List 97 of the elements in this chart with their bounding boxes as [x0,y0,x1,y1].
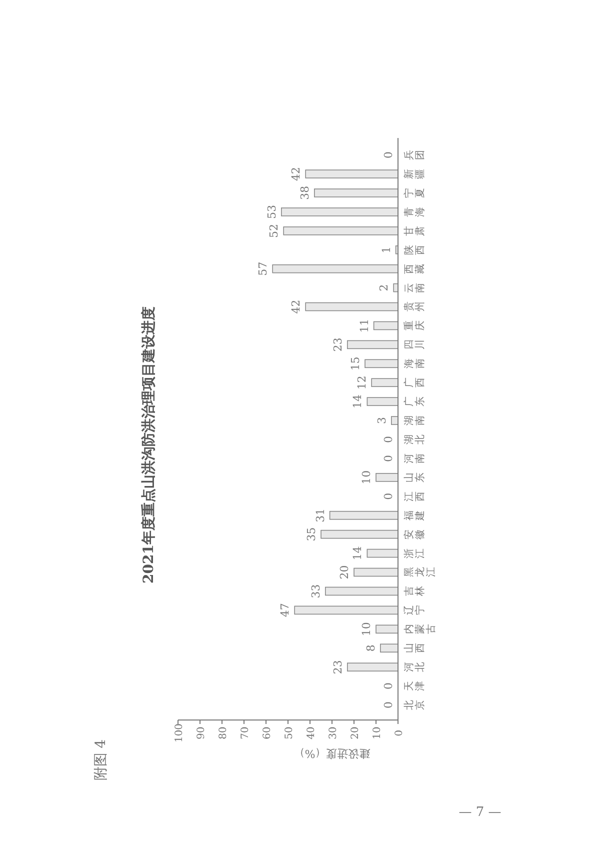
y-tick-label: 黑龙江 [404,567,437,578]
y-tick-label: 宁夏 [403,188,426,198]
y-tick-label: 河南 [403,453,426,464]
bar [347,662,398,672]
y-tick-label: 福建 [403,510,426,522]
y-tick-label: 新疆 [403,168,426,179]
x-tick-label: 70 [240,726,251,740]
bar [283,226,398,236]
x-tick-label: 80 [218,726,229,740]
x-tick-label: 30 [328,726,339,740]
y-tick-label: 山东 [403,472,426,482]
x-tick-label: 60 [262,726,273,740]
y-tick-label: 云南 [404,282,426,293]
data-label: 0 [382,436,395,443]
bar [329,510,398,520]
data-label: 15 [349,356,362,371]
x-tick-label: 50 [284,726,295,740]
bar [325,586,398,596]
data-label: 11 [358,318,371,333]
bar [371,378,398,387]
data-label: 10 [360,470,373,484]
data-label: 12 [356,376,369,390]
bar [294,606,398,615]
y-tick-label: 海南 [403,358,426,369]
bar [314,188,398,198]
y-tick-label: 四川 [404,340,426,350]
bar [305,302,398,312]
data-label: 23 [331,338,344,352]
data-label: 33 [309,584,322,598]
data-label: 1 [380,246,393,254]
bar [347,340,398,350]
y-tick-label: 辽宁 [403,605,426,616]
y-tick-label: 重庆 [403,320,426,331]
x-tick-label: 40 [306,726,317,740]
data-label: 31 [314,508,327,522]
data-label: 47 [278,603,292,618]
y-tick-label: 安徽 [403,529,426,540]
x-tick-label: 20 [350,726,361,740]
data-label: 42 [290,166,303,181]
y-tick-label: 青海 [403,206,426,217]
data-label: 0 [382,454,395,462]
y-tick-label: 西藏 [404,264,426,274]
y-tick-label: 河北 [403,662,426,672]
y-tick-label: 兵团 [403,150,426,160]
y-tick-label: 贵州 [403,302,426,312]
x-tick-label: 100 [174,723,185,743]
y-tick-label: 广东 [403,396,426,407]
bar [272,264,398,274]
x-tick-label: 10 [372,726,383,740]
data-label: 0 [382,682,395,690]
bar [366,397,398,406]
data-label: 3 [375,417,388,424]
y-tick-label: 甘肃 [403,226,426,236]
y-tick-label: 湖南 [403,416,426,426]
y-tick-label: 内蒙古 [403,624,437,634]
y-tick-label: 湖北 [403,434,426,444]
bar [320,530,398,539]
data-label: 2 [378,284,391,292]
data-label: 14 [351,546,364,560]
data-label: 0 [382,152,395,158]
y-tick-label: 山西 [403,643,426,654]
bar [281,207,398,216]
y-tick-label: 江西 [403,491,426,502]
data-label: 52 [268,224,281,238]
bar [376,624,398,634]
bar [354,568,398,577]
x-tick-label: 90 [196,726,207,740]
data-label: 20 [338,565,351,580]
y-tick-label: 广西 [403,378,426,388]
bar [373,321,398,330]
text: 2021年度重点山洪沟防洪治理项目建设进度 [140,306,157,584]
text: — 7 — [458,805,502,820]
text: 附图 4 [93,739,109,781]
data-label: 53 [265,204,278,219]
bar [376,473,398,482]
y-tick-label: 浙江 [403,548,426,558]
y-tick-label: 北京 [403,700,426,710]
x-tick-label: 0 [394,730,405,736]
data-label: 10 [360,622,373,636]
data-label: 0 [382,702,395,708]
bar [305,170,398,178]
y-tick-label: 吉林 [403,586,426,598]
y-tick-label: 天津 [404,681,426,692]
data-label: 14 [351,394,364,409]
data-label: 57 [256,262,270,276]
data-label: 23 [331,660,344,674]
data-label: 0 [382,492,395,500]
bar [391,416,398,425]
bar [380,644,398,653]
data-label: 38 [298,186,312,200]
data-label: 35 [305,527,318,542]
bar [364,359,398,368]
data-label: 42 [290,300,303,314]
y-tick-label: 陕西 [403,244,426,255]
bar [366,548,398,558]
data-label: 8 [364,644,378,652]
x-axis-title: 建设进度（%） [294,747,372,760]
